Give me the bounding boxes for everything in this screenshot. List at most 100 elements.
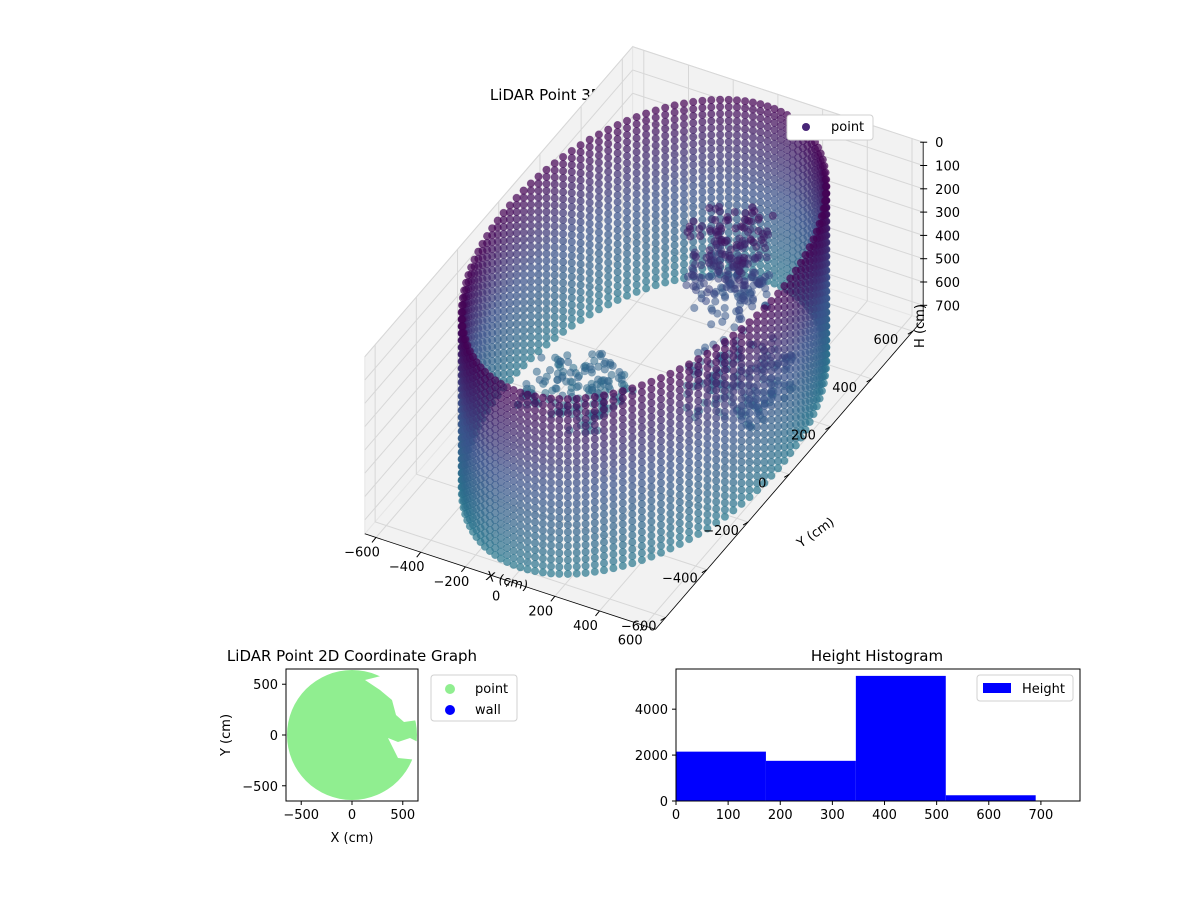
chart3d-point (641, 165, 651, 174)
chart3d-point (703, 496, 712, 505)
chart3d-point (563, 499, 573, 509)
chart3d-point (516, 521, 525, 530)
chart3d-point (760, 409, 769, 418)
chart3d-point (637, 451, 647, 460)
chart3d-point (604, 153, 613, 162)
chart3d-point (752, 332, 762, 341)
chart3d-point (689, 282, 698, 291)
chart3d-point (604, 293, 613, 302)
chart3d-point (748, 133, 758, 142)
chart3d-point (590, 434, 599, 444)
chart3d-point (632, 134, 641, 143)
chart3d-point (745, 346, 754, 355)
chart3d-point (767, 443, 776, 452)
chart3d-point (519, 256, 528, 265)
chart3d-point (523, 565, 532, 574)
chart3d-point (641, 109, 651, 118)
chart3d-point (546, 541, 556, 550)
chart3d-point (516, 388, 525, 397)
chart3d-point (594, 298, 604, 307)
chart3d-point (546, 506, 556, 515)
chart3d-point (684, 374, 694, 383)
chart3d-point (689, 167, 698, 176)
chart3d-point (555, 548, 564, 558)
chart3d-point (760, 388, 769, 397)
chart3d-point (628, 517, 637, 526)
chart3d-point (703, 356, 712, 365)
chart3d-point (641, 270, 651, 279)
chart3d-point (551, 384, 560, 393)
chart3d-point (675, 477, 684, 486)
chart3d-point (526, 319, 536, 328)
chart3d-point (604, 160, 613, 169)
chart3d-point (718, 317, 727, 326)
chart3d-point (516, 458, 525, 467)
chart3d-point (732, 145, 742, 154)
chart3d-point (656, 506, 666, 515)
chart3d-point (613, 156, 622, 165)
chart3d-point (752, 388, 762, 397)
chart3d-point (590, 399, 599, 409)
chart3d-point (609, 522, 618, 531)
chart3d-point (737, 499, 746, 508)
chart3d-point (622, 179, 632, 188)
chart3d-point (666, 369, 675, 378)
chart3d-point (590, 490, 599, 499)
chart3d-point (628, 496, 637, 505)
chart3d-point (712, 448, 721, 457)
chart3d-point (526, 291, 536, 300)
chart3d-point (729, 262, 738, 271)
chart3d-point (628, 405, 637, 414)
chart3d-point (558, 180, 568, 190)
chart3d-point (720, 428, 730, 437)
chart3d-point (684, 493, 694, 502)
chart3d-point (767, 345, 776, 355)
chart3d-point (572, 541, 581, 550)
chart3d-point (632, 210, 641, 219)
chart3d-point (628, 538, 637, 547)
chart3d-point (647, 475, 656, 484)
chart3d-point (737, 387, 746, 397)
chart3d-point (703, 363, 712, 372)
chart3d-point (628, 412, 637, 421)
chart3d-point (712, 350, 721, 360)
chart3d-point (647, 433, 656, 442)
chart3d-point (523, 446, 532, 455)
chart3d-point (715, 102, 725, 111)
chart3d-point (567, 202, 576, 211)
chart3d-point (594, 130, 604, 139)
chart3d-point (613, 239, 622, 249)
chart3d-point (684, 521, 694, 530)
chart3d-point (752, 318, 762, 327)
chart3d-point (572, 464, 581, 473)
chart3d-point (600, 365, 609, 374)
chart3d-point (694, 494, 703, 504)
chart3d-point (763, 123, 772, 132)
chart3d-point (737, 401, 746, 411)
chart3d-point (550, 292, 559, 301)
chart3d-point (576, 141, 585, 150)
chart3d-point (724, 102, 733, 111)
chart3d-point (632, 266, 641, 276)
chart3d-point (756, 163, 765, 172)
chart3d-point (647, 412, 656, 421)
chart3d-point (509, 448, 518, 458)
chart3d-point (546, 492, 556, 501)
chart3d-point (675, 525, 684, 535)
chart3d-point (590, 356, 599, 366)
chart3d-point (509, 511, 518, 521)
chart3d-point (555, 492, 564, 502)
chart3d-point (724, 95, 733, 104)
chart3d-point (756, 142, 765, 151)
chart3d-point (675, 504, 684, 514)
chart3d-point (684, 472, 694, 481)
chart3d-point (767, 471, 776, 480)
chart3d-point (464, 271, 473, 280)
chart3d-point (637, 513, 647, 523)
chart3d-point (694, 404, 703, 413)
chart3d-point (556, 357, 565, 366)
chart3d-point (632, 280, 641, 289)
chart3d-point (576, 308, 585, 318)
chart3d-point (740, 111, 750, 120)
chart3d-point (679, 176, 689, 185)
